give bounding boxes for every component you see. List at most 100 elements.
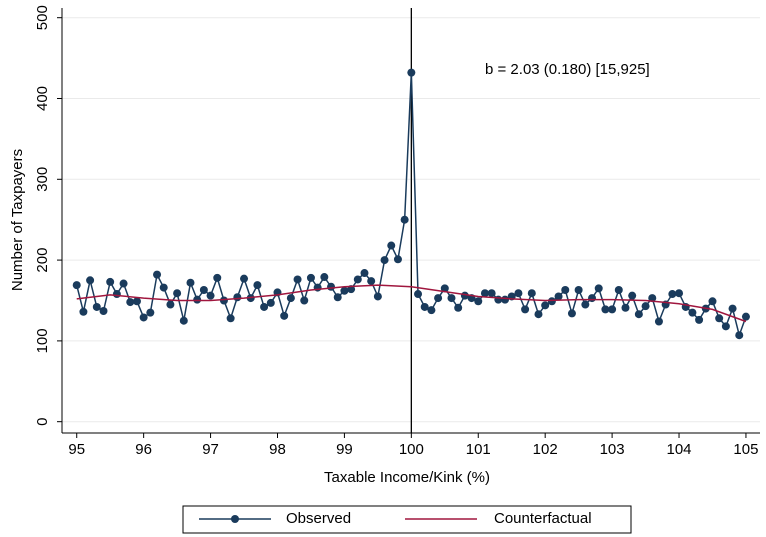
data-point — [353, 275, 362, 284]
data-point — [414, 290, 423, 299]
data-point — [400, 215, 409, 224]
data-point — [608, 305, 617, 314]
data-point — [79, 307, 88, 316]
data-point — [393, 255, 402, 264]
y-axis-title: Number of Taxpayers — [9, 149, 26, 291]
data-point — [521, 305, 530, 314]
data-point — [112, 290, 121, 299]
data-point — [233, 293, 242, 302]
x-tick-label: 95 — [68, 441, 85, 458]
data-point — [534, 310, 543, 319]
data-point — [240, 274, 249, 283]
data-point — [648, 294, 657, 303]
data-point — [628, 291, 637, 300]
data-point — [72, 281, 81, 290]
x-tick-label: 101 — [466, 441, 491, 458]
data-point — [447, 294, 456, 303]
x-tick-label: 99 — [336, 441, 353, 458]
data-point — [487, 289, 496, 298]
data-point — [654, 317, 663, 326]
data-point — [106, 277, 115, 286]
data-point — [387, 241, 396, 250]
x-tick-label: 96 — [135, 441, 152, 458]
data-point — [741, 312, 750, 321]
data-point — [186, 278, 195, 287]
data-point — [380, 256, 389, 265]
data-point — [581, 300, 590, 309]
data-point — [173, 289, 182, 298]
data-point — [206, 291, 215, 300]
data-point — [253, 281, 262, 290]
legend-label: Observed — [286, 510, 351, 527]
data-point — [179, 316, 188, 325]
data-point — [634, 310, 643, 319]
x-tick-label: 102 — [533, 441, 558, 458]
data-point — [199, 285, 208, 294]
data-point — [126, 298, 135, 307]
data-point — [420, 302, 429, 311]
data-point — [574, 285, 583, 294]
data-point — [333, 293, 342, 302]
data-point — [280, 311, 289, 320]
data-point — [708, 297, 717, 306]
data-point — [514, 289, 523, 298]
x-axis-title: Taxable Income/Kink (%) — [324, 469, 490, 486]
data-point — [260, 302, 269, 311]
x-tick-label: 104 — [667, 441, 692, 458]
data-point — [407, 68, 416, 77]
data-point — [721, 322, 730, 331]
data-point — [527, 289, 536, 298]
data-point — [327, 282, 336, 291]
data-point — [99, 306, 108, 315]
data-point — [594, 284, 603, 293]
data-point — [300, 296, 309, 305]
data-point — [226, 314, 235, 323]
x-tick-label: 103 — [600, 441, 625, 458]
data-point — [132, 297, 141, 306]
data-point — [153, 270, 162, 279]
data-point — [474, 297, 483, 306]
data-point — [735, 331, 744, 340]
data-point — [668, 290, 677, 299]
data-point — [320, 273, 329, 282]
data-point — [286, 294, 295, 303]
data-point — [219, 296, 228, 305]
x-tick-label: 97 — [202, 441, 219, 458]
data-point — [440, 284, 449, 293]
data-point — [293, 275, 302, 284]
data-point — [193, 295, 202, 304]
data-point — [561, 285, 570, 294]
x-tick-label: 98 — [269, 441, 286, 458]
data-point — [588, 294, 597, 303]
y-tick-label: 400 — [34, 86, 51, 111]
data-point — [306, 273, 315, 282]
data-point — [119, 279, 128, 288]
data-point — [166, 300, 175, 309]
y-tick-label: 100 — [34, 328, 51, 353]
data-point — [427, 306, 436, 315]
data-point — [621, 303, 630, 312]
data-point — [213, 273, 222, 282]
legend-marker — [231, 515, 239, 523]
x-tick-label: 105 — [733, 441, 758, 458]
data-point — [146, 308, 155, 317]
y-tick-label: 0 — [34, 418, 51, 426]
data-point — [614, 285, 623, 294]
x-tick-label: 100 — [399, 441, 424, 458]
data-point — [454, 303, 463, 312]
data-point — [340, 286, 349, 295]
data-point — [373, 292, 382, 301]
data-point — [695, 315, 704, 324]
y-tick-label: 300 — [34, 167, 51, 192]
data-point — [567, 309, 576, 318]
data-point — [480, 289, 489, 298]
data-point — [728, 304, 737, 313]
data-point — [675, 289, 684, 298]
data-point — [547, 297, 556, 306]
data-point — [541, 301, 550, 310]
data-point — [715, 314, 724, 323]
data-point — [86, 276, 95, 285]
y-tick-label: 500 — [34, 5, 51, 30]
series-line — [76, 284, 747, 323]
data-point — [601, 305, 610, 314]
